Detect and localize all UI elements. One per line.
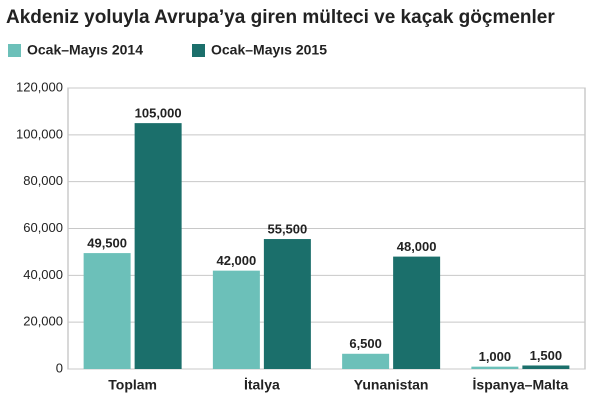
- y-tick-label: 0: [56, 360, 63, 375]
- x-tick-label: İspanya–Malta: [473, 377, 569, 393]
- bar: [522, 365, 570, 369]
- x-tick-label: İtalya: [244, 377, 280, 393]
- bar: [83, 253, 131, 369]
- value-label: 55,500: [267, 221, 307, 236]
- y-tick-label: 20,000: [23, 314, 63, 329]
- x-tick-label: Toplam: [108, 377, 157, 393]
- value-label: 6,500: [349, 336, 382, 351]
- bar: [134, 123, 182, 369]
- legend-label: Ocak–Mayıs 2014: [27, 42, 143, 58]
- legend-swatch: [8, 44, 21, 57]
- bar: [342, 353, 390, 369]
- legend-label: Ocak–Mayıs 2015: [211, 42, 327, 58]
- x-tick-label: Yunanistan: [354, 377, 429, 393]
- value-label: 49,500: [87, 236, 127, 251]
- value-label: 1,500: [530, 348, 563, 363]
- bar: [263, 239, 311, 369]
- y-tick-label: 60,000: [23, 220, 63, 235]
- value-label: 48,000: [397, 239, 437, 254]
- y-tick-label: 40,000: [23, 267, 63, 282]
- bar: [471, 366, 519, 369]
- value-label: 42,000: [216, 253, 256, 268]
- y-tick-label: 80,000: [23, 173, 63, 188]
- bar: [212, 270, 260, 369]
- legend-swatch: [192, 44, 205, 57]
- value-label: 105,000: [135, 106, 182, 121]
- chart-title: Akdeniz yoluyla Avrupa’ya giren mülteci …: [6, 7, 555, 28]
- y-tick-label: 100,000: [16, 126, 63, 141]
- y-tick-label: 120,000: [16, 79, 63, 94]
- value-label: 1,000: [479, 349, 512, 364]
- bar: [393, 256, 441, 369]
